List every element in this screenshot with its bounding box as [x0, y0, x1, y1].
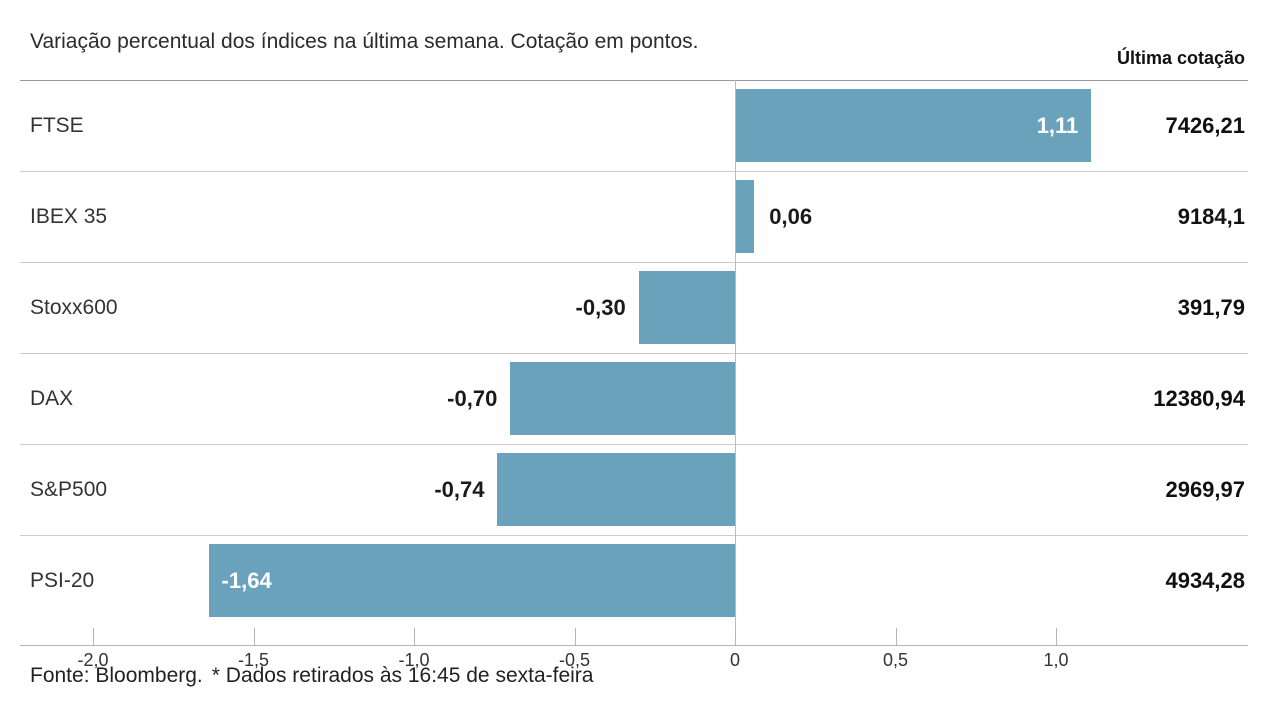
x-tick-label--1,0: -1,0 [398, 650, 430, 670]
category-label-s-p500: S&P500 [30, 478, 108, 501]
last-quote-column-header: Última cotação [1116, 48, 1245, 68]
last-quote-psi-20: 4934,28 [1165, 568, 1245, 593]
value-label-s-p500: -0,74 [434, 477, 485, 502]
bar-psi-20: -1,64 [208, 544, 735, 617]
category-label-psi-20: PSI-20 [30, 569, 95, 592]
chart-row-psi-20: PSI-20 -1,64 4934,28 [20, 535, 1248, 626]
category-label-ibex-35: IBEX 35 [30, 205, 108, 228]
x-tick-mark-0 [735, 628, 736, 645]
value-label-ibex-35: 0,06 [769, 204, 813, 229]
value-label-stoxx600: -0,30 [575, 295, 626, 320]
last-quote-ibex-35: 9184,1 [1177, 204, 1245, 229]
x-tick-label--0,5: -0,5 [558, 650, 591, 670]
value-label-dax: -0,70 [447, 386, 498, 411]
chart-title: Variação percentual dos índices na últim… [30, 30, 699, 53]
bar-s-p500 [497, 453, 735, 526]
chart-row-stoxx600: Stoxx600 -0,30 391,79 [20, 262, 1248, 353]
footnote-text: * Dados retirados às 16:45 de sexta-feir… [211, 664, 594, 687]
source-text: Fonte: Bloomberg. [30, 664, 203, 687]
bar-ibex-35 [735, 180, 755, 253]
x-tick-mark--1,0 [414, 628, 415, 645]
last-quote-stoxx600: 391,79 [1177, 295, 1245, 320]
x-axis-line [20, 645, 1248, 646]
last-quote-ftse: 7426,21 [1165, 113, 1245, 138]
last-quote-s-p500: 2969,97 [1165, 477, 1245, 502]
category-label-ftse: FTSE [30, 114, 84, 137]
category-label-stoxx600: Stoxx600 [30, 296, 118, 319]
bar-ftse: 1,11 [735, 89, 1092, 162]
x-tick-label--2,0: -2,0 [77, 650, 109, 670]
x-tick-mark--0,5 [574, 628, 576, 645]
x-tick-label--1,5: -1,5 [237, 650, 270, 670]
chart-row-dax: DAX -0,70 12380,94 [20, 353, 1248, 444]
value-label-ftse: 1,11 [1036, 112, 1079, 138]
source-note: Fonte: Bloomberg. * Dados retirados às 16… [30, 664, 593, 688]
zero-axis-line [735, 80, 736, 645]
x-tick-label-1,0: 1,0 [1043, 650, 1069, 670]
last-quote-dax: 12380,94 [1153, 386, 1245, 411]
chart-row-ftse: FTSE 1,11 7426,21 [20, 81, 1248, 171]
x-tick-label-0: 0 [729, 650, 740, 670]
x-tick-label-0,5: 0,5 [882, 650, 909, 670]
bar-stoxx600 [638, 271, 735, 344]
x-tick-mark-0,5 [895, 628, 897, 645]
x-tick-mark--2,0 [93, 628, 94, 645]
bar-dax [510, 362, 735, 435]
category-label-dax: DAX [30, 387, 74, 410]
value-label-psi-20: -1,64 [221, 567, 272, 593]
x-tick-mark--1,5 [253, 628, 255, 645]
chart-rows: FTSE 1,11 7426,21 IBEX 35 0,06 9184,1 Stoxx600… [20, 80, 1248, 626]
x-tick-mark-1,0 [1056, 628, 1057, 645]
chart-row-s-p500: S&P500 -0,74 2969,97 [20, 444, 1248, 535]
chart-row-ibex-35: IBEX 35 0,06 9184,1 [20, 171, 1248, 262]
